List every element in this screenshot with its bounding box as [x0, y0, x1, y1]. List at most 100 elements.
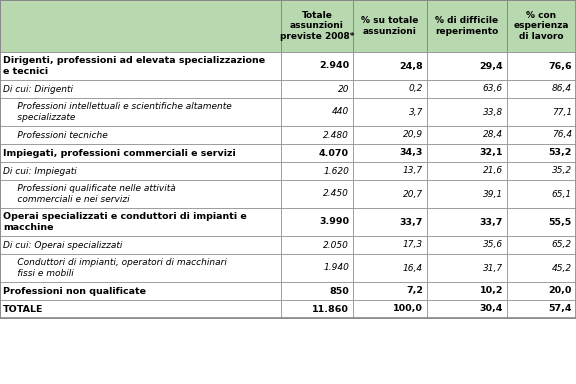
Text: 20,7: 20,7	[403, 189, 423, 199]
Bar	[353, 254, 427, 282]
Text: 440: 440	[332, 108, 349, 116]
Bar	[353, 98, 427, 126]
Bar	[0, 98, 281, 126]
Text: Professioni intellettuali e scientifiche altamente
     specializzate: Professioni intellettuali e scientifiche…	[3, 102, 232, 122]
Text: 53,2: 53,2	[548, 149, 572, 157]
Text: 33,7: 33,7	[400, 217, 423, 227]
Text: Professioni tecniche: Professioni tecniche	[3, 131, 108, 139]
Bar	[507, 236, 576, 254]
Text: 76,4: 76,4	[552, 131, 572, 139]
Bar	[281, 0, 353, 52]
Bar	[0, 144, 281, 162]
Bar	[507, 282, 576, 300]
Text: 29,4: 29,4	[479, 61, 503, 71]
Text: 850: 850	[329, 286, 349, 296]
Text: 2.450: 2.450	[323, 189, 349, 199]
Text: 20: 20	[338, 84, 349, 93]
Bar	[507, 144, 576, 162]
Text: % di difficile
reperimento: % di difficile reperimento	[435, 16, 499, 36]
Text: 32,1: 32,1	[479, 149, 503, 157]
Text: TOTALE: TOTALE	[3, 305, 44, 313]
Bar	[353, 236, 427, 254]
Text: 30,4: 30,4	[480, 305, 503, 313]
Bar	[0, 254, 281, 282]
Text: 7,2: 7,2	[406, 286, 423, 296]
Text: 76,6: 76,6	[548, 61, 572, 71]
Bar	[0, 0, 576, 318]
Bar	[0, 282, 281, 300]
Text: Conduttori di impianti, operatori di macchinari
     fissi e mobili: Conduttori di impianti, operatori di mac…	[3, 258, 227, 278]
Text: 24,8: 24,8	[399, 61, 423, 71]
Text: Totale
assunzioni
previste 2008*: Totale assunzioni previste 2008*	[280, 11, 354, 41]
Text: Di cui: Dirigenti: Di cui: Dirigenti	[3, 84, 73, 93]
Bar	[427, 162, 507, 180]
Text: 100,0: 100,0	[393, 305, 423, 313]
Bar	[427, 254, 507, 282]
Text: 63,6: 63,6	[483, 84, 503, 93]
Text: 3.990: 3.990	[319, 217, 349, 227]
Bar	[427, 144, 507, 162]
Bar	[281, 180, 353, 208]
Text: Professioni qualificate nelle attività
     commerciali e nei servizi: Professioni qualificate nelle attività c…	[3, 184, 176, 204]
Text: 34,3: 34,3	[400, 149, 423, 157]
Bar	[427, 208, 507, 236]
Bar	[353, 162, 427, 180]
Text: 33,8: 33,8	[483, 108, 503, 116]
Bar	[507, 162, 576, 180]
Text: 3,7: 3,7	[408, 108, 423, 116]
Bar	[281, 52, 353, 80]
Bar	[0, 180, 281, 208]
Bar	[427, 126, 507, 144]
Text: 0,2: 0,2	[408, 84, 423, 93]
Bar	[427, 236, 507, 254]
Bar	[427, 98, 507, 126]
Text: 28,4: 28,4	[483, 131, 503, 139]
Text: 21,6: 21,6	[483, 167, 503, 175]
Text: 86,4: 86,4	[552, 84, 572, 93]
Text: Operai specializzati e conduttori di impianti e
macchine: Operai specializzati e conduttori di imp…	[3, 212, 247, 232]
Text: 10,2: 10,2	[479, 286, 503, 296]
Text: 11.860: 11.860	[312, 305, 349, 313]
Bar	[0, 162, 281, 180]
Text: 20,9: 20,9	[403, 131, 423, 139]
Bar	[0, 300, 281, 318]
Text: 39,1: 39,1	[483, 189, 503, 199]
Text: 55,5: 55,5	[549, 217, 572, 227]
Bar	[427, 52, 507, 80]
Bar	[0, 126, 281, 144]
Bar	[353, 0, 427, 52]
Text: 13,7: 13,7	[403, 167, 423, 175]
Bar	[281, 126, 353, 144]
Bar	[281, 300, 353, 318]
Bar	[427, 180, 507, 208]
Bar	[507, 98, 576, 126]
Bar	[427, 80, 507, 98]
Bar	[507, 180, 576, 208]
Bar	[427, 282, 507, 300]
Bar	[353, 208, 427, 236]
Text: 2.940: 2.940	[319, 61, 349, 71]
Bar	[281, 162, 353, 180]
Bar	[353, 180, 427, 208]
Text: 31,7: 31,7	[483, 263, 503, 273]
Text: 16,4: 16,4	[403, 263, 423, 273]
Text: 65,1: 65,1	[552, 189, 572, 199]
Bar	[507, 52, 576, 80]
Bar	[281, 254, 353, 282]
Text: 20,0: 20,0	[548, 286, 572, 296]
Text: 2.050: 2.050	[323, 240, 349, 250]
Bar	[353, 126, 427, 144]
Bar	[507, 80, 576, 98]
Text: 57,4: 57,4	[548, 305, 572, 313]
Bar	[281, 282, 353, 300]
Text: 65,2: 65,2	[552, 240, 572, 250]
Text: Di cui: Operai specializzati: Di cui: Operai specializzati	[3, 240, 122, 250]
Text: Dirigenti, professioni ad elevata specializzazione
e tecnici: Dirigenti, professioni ad elevata specia…	[3, 56, 265, 76]
Bar	[281, 144, 353, 162]
Bar	[281, 98, 353, 126]
Text: 45,2: 45,2	[552, 263, 572, 273]
Bar	[0, 236, 281, 254]
Text: 35,6: 35,6	[483, 240, 503, 250]
Bar	[353, 300, 427, 318]
Text: Impiegati, professioni commerciali e servizi: Impiegati, professioni commerciali e ser…	[3, 149, 236, 157]
